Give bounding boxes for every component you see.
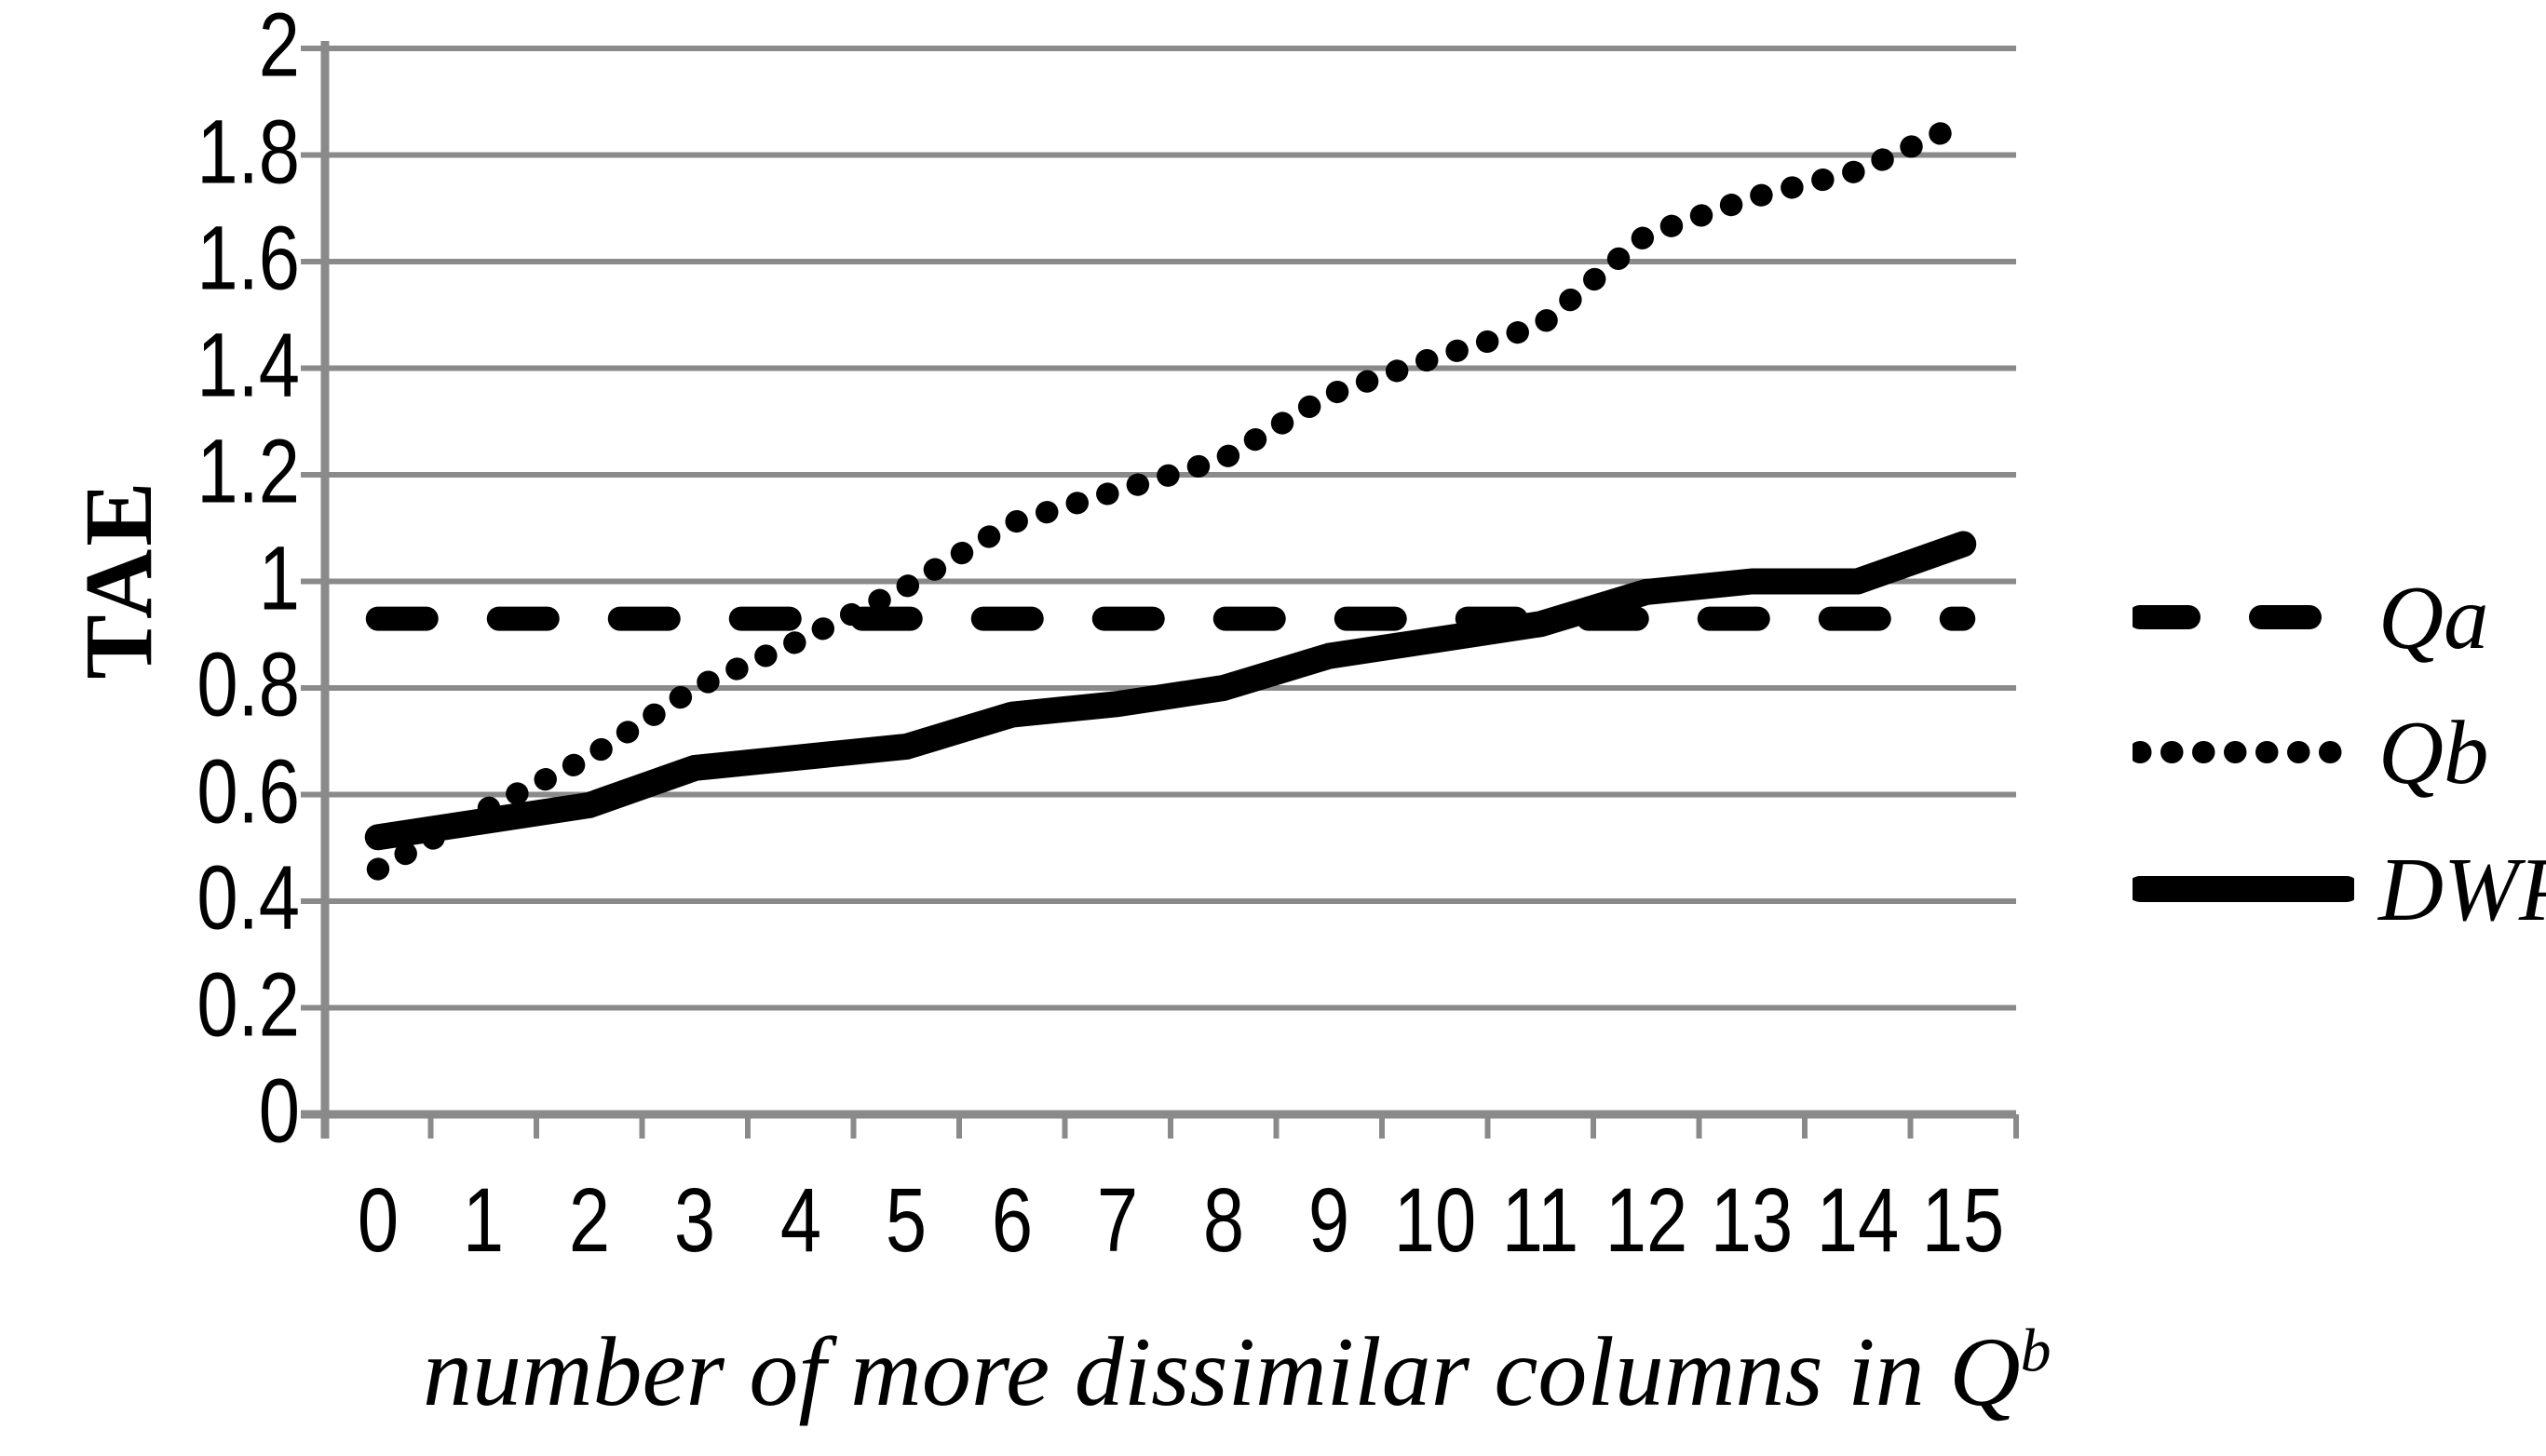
x-tick-label: 10 (1393, 1169, 1476, 1271)
x-tick-label: 9 (1308, 1169, 1350, 1271)
x-tick-label: 3 (674, 1169, 716, 1271)
solid-line-icon (2133, 876, 2354, 902)
x-tick-label: 8 (1202, 1169, 1244, 1271)
x-tick-label: 6 (991, 1169, 1033, 1271)
x-tick-label: 15 (1922, 1169, 2005, 1271)
y-tick-label: 1.6 (196, 207, 300, 309)
y-tick-label: 0 (258, 1059, 300, 1162)
y-tick-label: 1.4 (196, 314, 300, 416)
y-tick-label: 2 (258, 0, 300, 96)
y-tick-label: 0.8 (196, 633, 300, 735)
x-tick-label: 5 (886, 1169, 928, 1271)
dotted-line-icon (2133, 741, 2354, 763)
x-axis-title-text: number of more dissimilar columns in Q (423, 1317, 2021, 1426)
y-tick-label: 0.2 (196, 953, 300, 1056)
y-tick-label: 1.8 (196, 101, 300, 203)
x-axis-title: number of more dissimilar columns in Qb (423, 1311, 2051, 1435)
qb-series-line (366, 112, 1975, 881)
y-tick-label: 0.6 (196, 740, 300, 843)
x-tick-label: 1 (463, 1169, 505, 1271)
legend-item-qb: Qb (2133, 696, 2489, 808)
y-tick-label: 0.4 (196, 846, 300, 949)
legend-item-qa: Qa (2133, 561, 2489, 673)
dashed-line-icon (2133, 605, 2354, 629)
x-axis-title-superscript: b (2020, 1316, 2052, 1385)
legend-label-qb: Qb (2378, 702, 2489, 802)
x-tick-label: 4 (779, 1169, 821, 1271)
dwp-series-line (364, 531, 1977, 851)
x-tick-label: 13 (1711, 1169, 1794, 1271)
x-tick-label: 2 (568, 1169, 610, 1271)
legend-item-dwp: DWP (2133, 833, 2546, 945)
x-tick-label: 0 (357, 1169, 399, 1271)
legend: Qa Qb DWP (2133, 0, 2546, 1456)
x-tick-label: 14 (1816, 1169, 1899, 1271)
legend-label-qa: Qa (2378, 567, 2489, 667)
x-tick-label: 12 (1605, 1169, 1687, 1271)
legend-label-dwp: DWP (2378, 839, 2546, 939)
x-tick-label: 11 (1501, 1169, 1579, 1271)
y-tick-label: 1.2 (196, 420, 300, 522)
x-tick-label: 7 (1097, 1169, 1139, 1271)
y-tick-label: 1 (258, 527, 300, 629)
